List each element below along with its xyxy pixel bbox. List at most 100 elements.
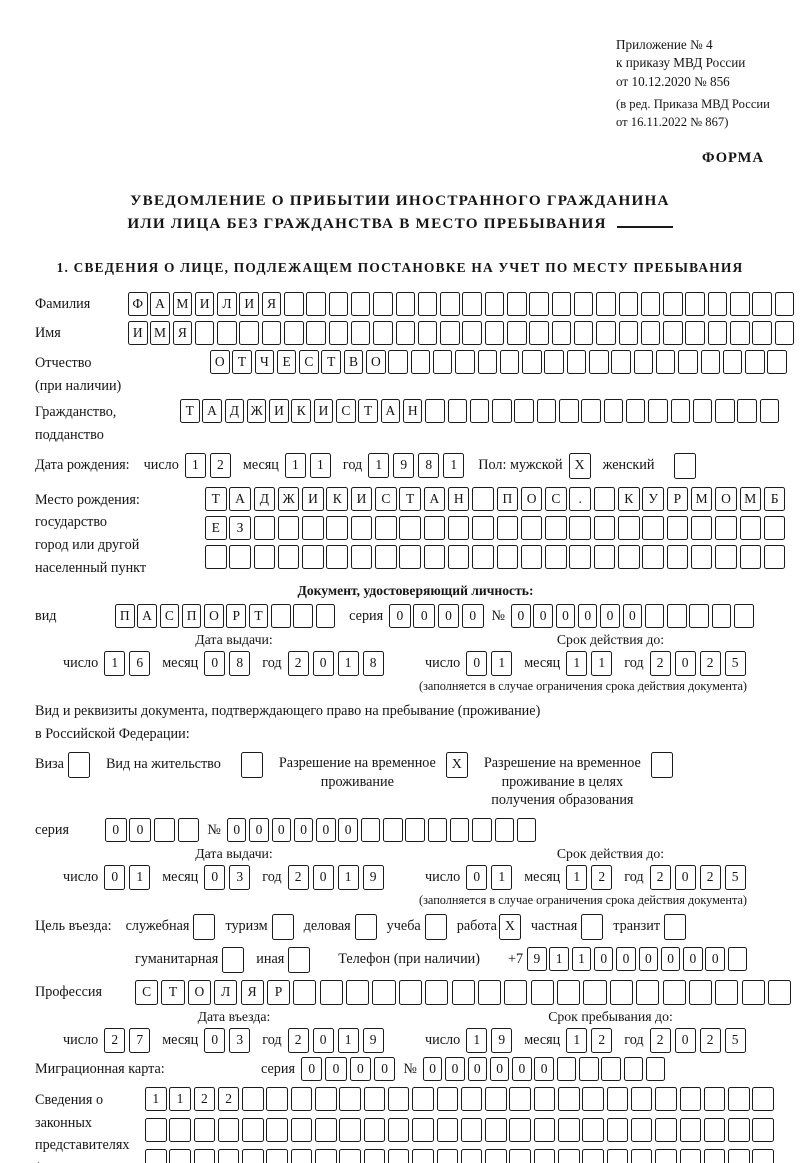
char-cell[interactable]: Ж <box>277 486 300 511</box>
char-cell[interactable] <box>284 320 304 345</box>
char-cell[interactable] <box>667 603 687 628</box>
char-cell[interactable]: 9 <box>393 452 415 478</box>
char-cell[interactable]: 0 <box>204 1027 226 1053</box>
char-cell[interactable]: 0 <box>271 817 292 842</box>
char-cell[interactable] <box>319 979 343 1005</box>
char-cell[interactable]: 0 <box>249 817 269 842</box>
char-cell[interactable]: Е <box>205 515 227 540</box>
char-cell[interactable] <box>533 1148 556 1163</box>
char-cell[interactable] <box>447 515 470 540</box>
char-cell[interactable] <box>630 1148 653 1163</box>
char-cell[interactable] <box>583 979 607 1005</box>
char-cell[interactable] <box>277 544 300 569</box>
checkbox-temp-residence[interactable]: X <box>445 752 468 779</box>
char-cell[interactable] <box>449 817 470 842</box>
char-cell[interactable]: Б <box>763 486 786 511</box>
char-cell[interactable] <box>739 515 762 540</box>
char-cell[interactable] <box>685 320 705 345</box>
char-cell[interactable] <box>145 1117 167 1142</box>
char-cell[interactable]: 0 <box>312 650 334 676</box>
char-cell[interactable]: О <box>210 349 230 374</box>
char-cell[interactable]: 1 <box>284 452 306 478</box>
char-cell[interactable] <box>277 515 300 540</box>
char-cell[interactable] <box>582 1086 604 1111</box>
char-cell[interactable] <box>387 1086 410 1111</box>
char-cell[interactable] <box>703 1148 726 1163</box>
char-cell[interactable] <box>169 1148 191 1163</box>
char-cell[interactable] <box>399 515 421 540</box>
char-cell[interactable] <box>606 1086 629 1111</box>
char-cell[interactable] <box>690 544 713 569</box>
char-cell[interactable] <box>375 544 397 569</box>
char-cell[interactable] <box>529 320 549 345</box>
char-cell[interactable] <box>715 399 735 424</box>
char-cell[interactable] <box>373 291 393 316</box>
char-cell[interactable]: 0 <box>600 603 620 628</box>
char-cell[interactable] <box>745 349 765 374</box>
checkbox-work[interactable]: X <box>498 913 521 940</box>
char-cell[interactable] <box>692 399 713 424</box>
char-cell[interactable]: 2 <box>649 1027 671 1053</box>
char-cell[interactable]: 0 <box>445 1056 465 1081</box>
char-cell[interactable]: 0 <box>683 946 703 971</box>
char-cell[interactable] <box>623 1056 644 1081</box>
char-cell[interactable] <box>530 979 554 1005</box>
char-cell[interactable] <box>485 1086 507 1111</box>
char-cell[interactable] <box>242 1117 264 1142</box>
char-cell[interactable]: 1 <box>443 452 465 478</box>
char-cell[interactable] <box>145 1148 167 1163</box>
char-cell[interactable]: 0 <box>325 1056 347 1081</box>
char-cell[interactable] <box>593 544 616 569</box>
char-cell[interactable] <box>522 349 542 374</box>
char-cell[interactable]: Ч <box>254 349 275 374</box>
char-cell[interactable] <box>460 1117 483 1142</box>
char-cell[interactable]: И <box>194 291 215 316</box>
char-cell[interactable]: 0 <box>674 650 696 676</box>
char-cell[interactable] <box>690 515 713 540</box>
char-cell[interactable]: 0 <box>373 1056 396 1081</box>
char-cell[interactable] <box>514 399 534 424</box>
char-cell[interactable] <box>558 1117 580 1142</box>
char-cell[interactable] <box>728 1148 750 1163</box>
char-cell[interactable]: 1 <box>566 1027 588 1053</box>
checkbox-humanitarian[interactable] <box>222 946 245 973</box>
char-cell[interactable]: И <box>350 486 373 511</box>
char-cell[interactable] <box>509 1117 531 1142</box>
char-cell[interactable]: О <box>187 979 211 1005</box>
char-cell[interactable]: С <box>159 603 180 628</box>
char-cell[interactable]: Т <box>358 399 378 424</box>
char-cell[interactable] <box>462 320 482 345</box>
char-cell[interactable] <box>739 544 762 569</box>
char-cell[interactable] <box>373 320 393 345</box>
char-cell[interactable]: И <box>239 291 259 316</box>
char-cell[interactable]: 0 <box>593 946 614 971</box>
char-cell[interactable]: Л <box>217 291 237 316</box>
char-cell[interactable] <box>315 1148 337 1163</box>
char-cell[interactable]: 1 <box>129 864 151 890</box>
char-cell[interactable] <box>581 399 601 424</box>
char-cell[interactable]: С <box>375 486 397 511</box>
char-cell[interactable]: Е <box>276 349 297 374</box>
char-cell[interactable] <box>679 1117 702 1142</box>
char-cell[interactable] <box>387 1148 410 1163</box>
char-cell[interactable] <box>520 544 543 569</box>
char-cell[interactable] <box>722 349 743 374</box>
char-cell[interactable]: 0 <box>674 1027 696 1053</box>
char-cell[interactable]: 1 <box>491 864 513 890</box>
char-cell[interactable] <box>557 979 581 1005</box>
char-cell[interactable]: 3 <box>229 1027 251 1053</box>
char-cell[interactable] <box>383 817 403 842</box>
char-cell[interactable]: Ф <box>128 291 148 316</box>
char-cell[interactable] <box>293 603 313 628</box>
char-cell[interactable] <box>767 349 787 374</box>
char-cell[interactable] <box>603 399 624 424</box>
char-cell[interactable] <box>633 349 654 374</box>
char-cell[interactable]: 3 <box>229 864 251 890</box>
char-cell[interactable]: 7 <box>129 1027 151 1053</box>
char-cell[interactable]: К <box>326 486 348 511</box>
char-cell[interactable] <box>611 349 631 374</box>
char-cell[interactable] <box>730 291 750 316</box>
char-cell[interactable]: 8 <box>362 650 384 676</box>
char-cell[interactable]: 5 <box>724 864 746 890</box>
char-cell[interactable]: М <box>690 486 713 511</box>
